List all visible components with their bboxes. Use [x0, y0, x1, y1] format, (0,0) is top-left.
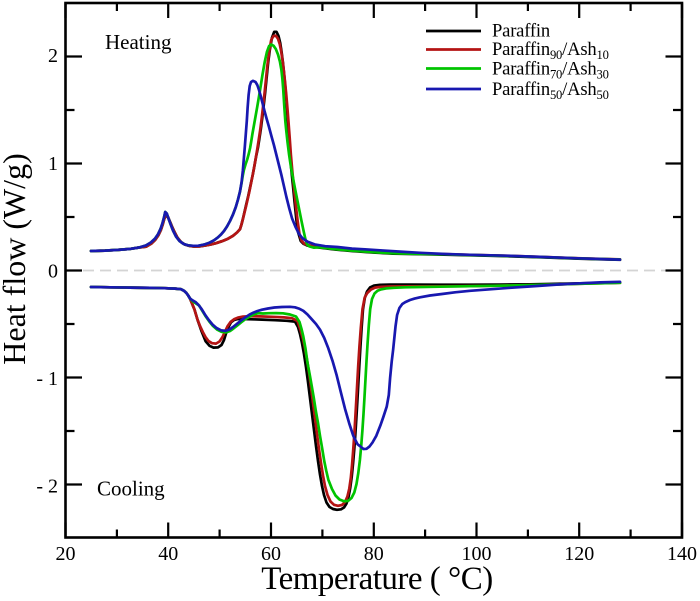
svg-text:Heating: Heating: [105, 30, 172, 54]
svg-text:140: 140: [667, 543, 697, 565]
svg-text:1: 1: [48, 153, 58, 175]
svg-text:2: 2: [48, 45, 58, 67]
svg-text:Cooling: Cooling: [97, 477, 165, 501]
svg-text:Temperature ( °C): Temperature ( °C): [261, 561, 492, 597]
svg-text:40: 40: [158, 543, 178, 565]
svg-text:- 1: - 1: [36, 368, 58, 390]
svg-text:Paraffin: Paraffin: [492, 21, 551, 42]
svg-text:Paraffin50/Ash50: Paraffin50/Ash50: [492, 79, 609, 102]
svg-text:- 2: - 2: [36, 476, 58, 498]
svg-text:20: 20: [56, 543, 76, 565]
svg-text:Paraffin90/Ash10: Paraffin90/Ash10: [492, 39, 609, 62]
svg-text:0: 0: [48, 261, 58, 283]
svg-text:80: 80: [364, 543, 384, 565]
svg-text:Paraffin70/Ash30: Paraffin70/Ash30: [492, 59, 609, 82]
svg-text:120: 120: [564, 543, 594, 565]
svg-text:60: 60: [261, 543, 281, 565]
svg-text:100: 100: [462, 543, 492, 565]
svg-text:Heat flow (W/g): Heat flow (W/g): [0, 153, 32, 364]
